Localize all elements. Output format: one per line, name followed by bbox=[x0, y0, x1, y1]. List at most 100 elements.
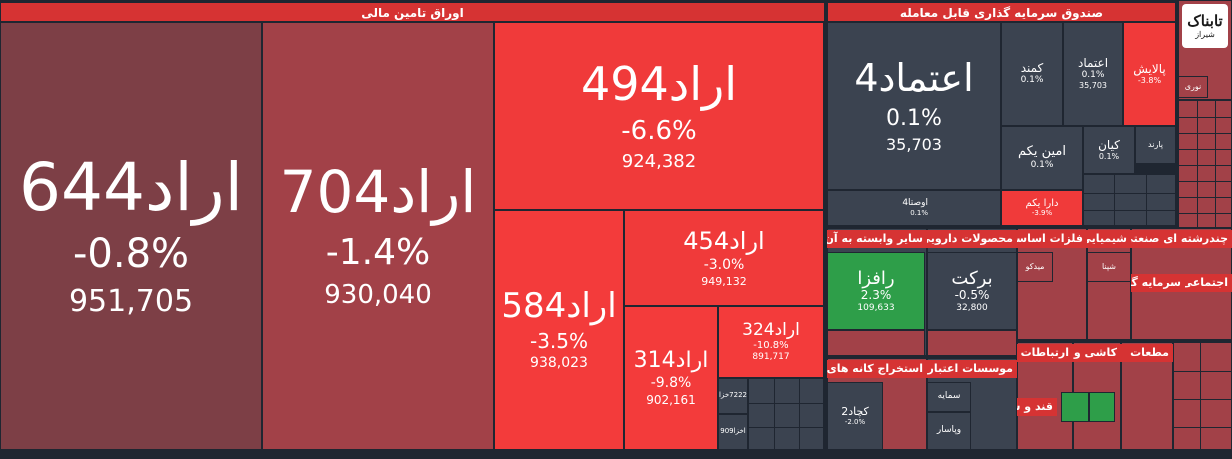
metal-ore-header[interactable]: استخراج کانه های فلزی bbox=[827, 360, 927, 378]
tile-amin-yekom[interactable]: امین یکم 0.1% bbox=[1001, 126, 1083, 190]
tile-name: اراد704 bbox=[279, 157, 477, 226]
retail-header[interactable]: اجتماعی bbox=[1185, 274, 1232, 292]
tile-name: اخزا909 bbox=[720, 427, 746, 436]
tile-parand[interactable]: پارند bbox=[1135, 126, 1176, 164]
tile-khazar7222[interactable]: 7222خزا bbox=[718, 378, 748, 414]
basic-metals-header[interactable]: فلزات اساسی bbox=[1017, 230, 1087, 248]
bonds-section-header[interactable]: اوراق تامین مالی bbox=[0, 2, 825, 22]
tile-arad494[interactable]: اراد494 -6.6% 924,382 bbox=[494, 22, 824, 210]
tile-name: شپنا bbox=[1102, 261, 1116, 271]
tabnak-logo: تابناک شیراز bbox=[1182, 4, 1228, 48]
affiliated-header[interactable]: سایر وابسته به آن bbox=[827, 230, 927, 248]
tile-name: اراد314 bbox=[633, 347, 709, 373]
tile-percent: 0.1% bbox=[1081, 70, 1105, 81]
tile-percent: -2.0% bbox=[844, 417, 866, 426]
tile-name: میدکو bbox=[1025, 261, 1045, 271]
industrial-header[interactable]: چندرشته ای صنعتی bbox=[1131, 230, 1232, 248]
tile-semaye[interactable]: سمایه bbox=[927, 382, 971, 412]
tile-name: اعتماد4 bbox=[854, 56, 974, 101]
tile-name: اوصتا4 bbox=[902, 197, 928, 208]
tile-name: امین یکم bbox=[1018, 144, 1066, 160]
right-column-grid bbox=[1178, 100, 1232, 228]
tile-etemad4[interactable]: اعتماد4 0.1% 35,703 bbox=[827, 22, 1001, 190]
tile-volume: 35,703 bbox=[886, 134, 942, 154]
tile-name: اعتماد bbox=[1077, 56, 1109, 71]
green-tile-2 bbox=[1089, 392, 1115, 422]
tile-volume: 951,705 bbox=[68, 284, 194, 320]
tiles-header[interactable]: کاشی و کچ bbox=[1073, 344, 1121, 362]
tile-percent: -3.9% bbox=[1031, 209, 1053, 218]
tile-percent: -1.4% bbox=[325, 231, 431, 273]
tile-name: اراد584 bbox=[501, 285, 617, 326]
bond-mini-grid bbox=[748, 378, 824, 450]
right-bottom-block bbox=[1173, 342, 1232, 450]
tile-barkat[interactable]: برکت -0.5% 32,800 bbox=[927, 252, 1017, 330]
investments-header[interactable]: سرمایه گذاریها bbox=[1131, 274, 1185, 292]
tile-name: پالایش bbox=[1133, 61, 1166, 76]
bottom-bar bbox=[0, 450, 1232, 459]
tile-percent: 0.1% bbox=[886, 106, 942, 132]
banks-header[interactable]: مطعات bbox=[1121, 344, 1173, 362]
tile-volume: 891,717 bbox=[752, 352, 790, 363]
tile-name: دارا یکم bbox=[1025, 198, 1059, 210]
tile-arad314[interactable]: اراد314 -9.8% 902,161 bbox=[624, 306, 718, 450]
tile-ousta4[interactable]: اوصتا4 0.1% bbox=[827, 190, 1001, 226]
tile-rafza[interactable]: رافزا 2.3% 109,633 bbox=[827, 252, 925, 330]
tile-percent: -9.8% bbox=[650, 375, 692, 391]
tile-name: اراد494 bbox=[580, 57, 738, 112]
etf-mini-grid bbox=[1083, 174, 1176, 226]
tile-percent: 2.3% bbox=[860, 288, 892, 303]
tile-kechad2[interactable]: کچاد2 -2.0% bbox=[827, 382, 883, 450]
tile-arad644[interactable]: اراد644 -0.8% 951,705 bbox=[0, 22, 262, 450]
tile-volume: 949,132 bbox=[701, 274, 747, 288]
tile-name: کیان bbox=[1098, 137, 1120, 152]
tile-volume: 35,703 bbox=[1079, 81, 1107, 91]
tile-kamand[interactable]: کمند 0.1% bbox=[1001, 22, 1063, 126]
tile-percent: -0.5% bbox=[954, 288, 990, 303]
tile-akhza909[interactable]: اخزا909 bbox=[718, 414, 748, 450]
communications-header[interactable]: ارتباطات bbox=[1017, 344, 1073, 362]
credit-header[interactable]: موسسات اعتباری bbox=[927, 360, 1017, 378]
tile-nouri[interactable]: نوری bbox=[1178, 76, 1208, 98]
tile-palayesh[interactable]: پالایش -3.8% bbox=[1123, 22, 1176, 126]
tile-arad454[interactable]: اراد454 -3.0% 949,132 bbox=[624, 210, 824, 306]
tile-name: 7222خزا bbox=[719, 391, 747, 400]
tile-name: کچاد2 bbox=[841, 404, 869, 418]
tile-name: وپاسار bbox=[936, 425, 962, 436]
tile-percent: -6.6% bbox=[621, 115, 697, 146]
tile-name: سمایه bbox=[937, 391, 961, 402]
tile-name: اراد644 bbox=[19, 148, 243, 226]
tile-midko[interactable]: میدکو bbox=[1017, 252, 1053, 282]
logo-text: تابناک bbox=[1187, 11, 1223, 30]
tile-percent: -0.8% bbox=[72, 231, 190, 278]
tile-volume: 32,800 bbox=[956, 302, 988, 313]
tile-volume: 930,040 bbox=[324, 279, 432, 310]
pharma-header[interactable]: محصولات دارویی bbox=[927, 230, 1017, 248]
tile-percent: 0.1% bbox=[910, 208, 928, 217]
tile-arad584[interactable]: اراد584 -3.5% 938,023 bbox=[494, 210, 624, 450]
tile-etemad[interactable]: اعتماد 0.1% 35,703 bbox=[1063, 22, 1123, 126]
etf-section-header[interactable]: صندوق سرمایه گذاری قابل معامله bbox=[827, 2, 1176, 22]
tile-arad704[interactable]: اراد704 -1.4% 930,040 bbox=[262, 22, 494, 450]
pharma-mini bbox=[927, 330, 1017, 356]
logo-subtext: شیراز bbox=[1195, 29, 1215, 39]
tile-volume: 902,161 bbox=[646, 392, 696, 407]
tile-volume: 109,633 bbox=[857, 302, 895, 313]
tile-name: اراد324 bbox=[742, 319, 800, 340]
green-tile-1 bbox=[1061, 392, 1089, 422]
tile-percent: -3.0% bbox=[703, 256, 745, 273]
tile-name: پارند bbox=[1148, 139, 1163, 149]
sugar-header[interactable]: قند و شکر bbox=[1017, 398, 1057, 416]
tile-percent: 0.1% bbox=[1020, 75, 1044, 86]
tile-percent: 0.1% bbox=[1098, 151, 1120, 161]
tile-volume: 938,023 bbox=[530, 355, 588, 372]
chem-header[interactable]: شیمیایی bbox=[1087, 230, 1131, 248]
tile-dara-yekom[interactable]: دارا یکم -3.9% bbox=[1001, 190, 1083, 226]
tile-kian[interactable]: کیان 0.1% bbox=[1083, 126, 1135, 174]
tile-vapasar[interactable]: وپاسار bbox=[927, 412, 971, 450]
tile-percent: -10.8% bbox=[753, 340, 789, 352]
tile-shina[interactable]: شپنا bbox=[1087, 252, 1131, 282]
tile-arad324[interactable]: اراد324 -10.8% 891,717 bbox=[718, 306, 824, 378]
tile-volume: 924,382 bbox=[621, 151, 697, 173]
tile-name: اراد454 bbox=[683, 227, 765, 256]
